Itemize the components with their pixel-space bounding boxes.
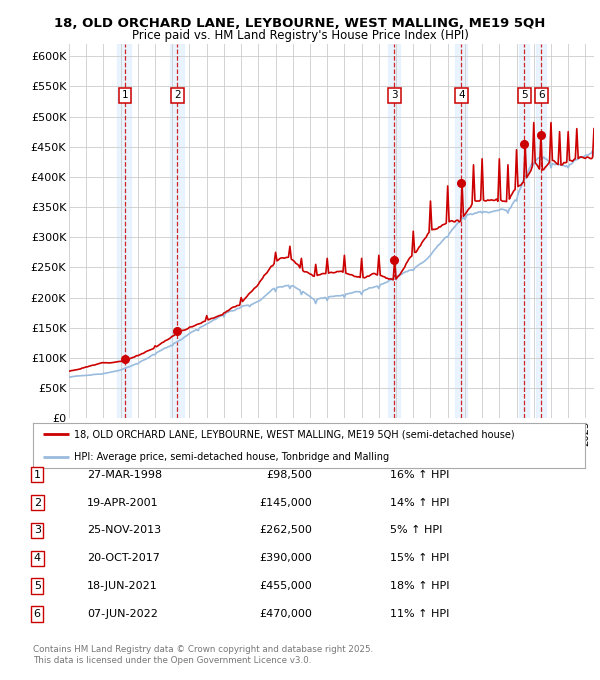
Text: 20-OCT-2017: 20-OCT-2017 bbox=[87, 554, 160, 563]
Text: 14% ↑ HPI: 14% ↑ HPI bbox=[390, 498, 449, 507]
Text: £262,500: £262,500 bbox=[259, 526, 312, 535]
Text: 4: 4 bbox=[458, 90, 465, 101]
Text: 27-MAR-1998: 27-MAR-1998 bbox=[87, 470, 162, 479]
Text: 4: 4 bbox=[34, 554, 41, 563]
Text: 1: 1 bbox=[121, 90, 128, 101]
Text: £390,000: £390,000 bbox=[259, 554, 312, 563]
Text: 11% ↑ HPI: 11% ↑ HPI bbox=[390, 609, 449, 619]
Text: 16% ↑ HPI: 16% ↑ HPI bbox=[390, 470, 449, 479]
Text: £98,500: £98,500 bbox=[266, 470, 312, 479]
Text: 18% ↑ HPI: 18% ↑ HPI bbox=[390, 581, 449, 591]
Text: £470,000: £470,000 bbox=[259, 609, 312, 619]
Text: 2: 2 bbox=[34, 498, 41, 507]
Text: 5: 5 bbox=[521, 90, 528, 101]
Text: 3: 3 bbox=[34, 526, 41, 535]
Text: 15% ↑ HPI: 15% ↑ HPI bbox=[390, 554, 449, 563]
Text: 18-JUN-2021: 18-JUN-2021 bbox=[87, 581, 158, 591]
Text: HPI: Average price, semi-detached house, Tonbridge and Malling: HPI: Average price, semi-detached house,… bbox=[74, 452, 389, 462]
Bar bbox=[455, 44, 467, 418]
Text: 5: 5 bbox=[34, 581, 41, 591]
Text: 5% ↑ HPI: 5% ↑ HPI bbox=[390, 526, 442, 535]
Bar bbox=[170, 44, 184, 418]
Text: £145,000: £145,000 bbox=[259, 498, 312, 507]
Text: Contains HM Land Registry data © Crown copyright and database right 2025.
This d: Contains HM Land Registry data © Crown c… bbox=[33, 645, 373, 665]
Text: 6: 6 bbox=[34, 609, 41, 619]
Text: 18, OLD ORCHARD LANE, LEYBOURNE, WEST MALLING, ME19 5QH (semi-detached house): 18, OLD ORCHARD LANE, LEYBOURNE, WEST MA… bbox=[74, 429, 515, 439]
Text: 07-JUN-2022: 07-JUN-2022 bbox=[87, 609, 158, 619]
Text: 2: 2 bbox=[174, 90, 181, 101]
Text: 19-APR-2001: 19-APR-2001 bbox=[87, 498, 158, 507]
Bar bbox=[536, 44, 545, 418]
Bar bbox=[519, 44, 529, 418]
Text: 18, OLD ORCHARD LANE, LEYBOURNE, WEST MALLING, ME19 5QH: 18, OLD ORCHARD LANE, LEYBOURNE, WEST MA… bbox=[55, 17, 545, 30]
Text: £455,000: £455,000 bbox=[259, 581, 312, 591]
Text: 6: 6 bbox=[538, 90, 545, 101]
Bar bbox=[117, 44, 131, 418]
Text: Price paid vs. HM Land Registry's House Price Index (HPI): Price paid vs. HM Land Registry's House … bbox=[131, 29, 469, 41]
Text: 1: 1 bbox=[34, 470, 41, 479]
Text: 3: 3 bbox=[391, 90, 398, 101]
Text: 25-NOV-2013: 25-NOV-2013 bbox=[87, 526, 161, 535]
Bar bbox=[388, 44, 400, 418]
